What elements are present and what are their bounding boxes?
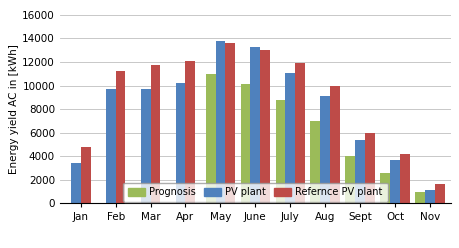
Bar xyxy=(380,173,389,203)
Bar xyxy=(240,84,250,203)
Bar xyxy=(285,73,295,203)
Bar xyxy=(399,154,409,203)
Bar xyxy=(295,63,304,203)
Bar xyxy=(205,74,215,203)
Y-axis label: Energy yield AC in [kWh]: Energy yield AC in [kWh] xyxy=(9,44,19,174)
Bar xyxy=(364,133,374,203)
Bar xyxy=(81,147,90,203)
Bar xyxy=(354,140,364,203)
Bar xyxy=(215,41,225,203)
Bar xyxy=(71,163,81,203)
Bar xyxy=(319,96,329,203)
Bar xyxy=(389,160,399,203)
Bar xyxy=(414,192,424,203)
Legend: Prognosis, PV plant, Refernce PV plant: Prognosis, PV plant, Refernce PV plant xyxy=(123,183,386,202)
Bar xyxy=(150,65,160,203)
Bar xyxy=(310,121,319,203)
Bar xyxy=(106,89,115,203)
Bar xyxy=(424,190,434,203)
Bar xyxy=(434,184,443,203)
Bar xyxy=(225,43,235,203)
Bar xyxy=(275,100,285,203)
Bar xyxy=(140,89,150,203)
Bar xyxy=(329,86,339,203)
Bar xyxy=(260,50,269,203)
Bar xyxy=(345,156,354,203)
Bar xyxy=(115,71,125,203)
Bar xyxy=(250,47,260,203)
Bar xyxy=(175,83,185,203)
Bar xyxy=(185,61,195,203)
